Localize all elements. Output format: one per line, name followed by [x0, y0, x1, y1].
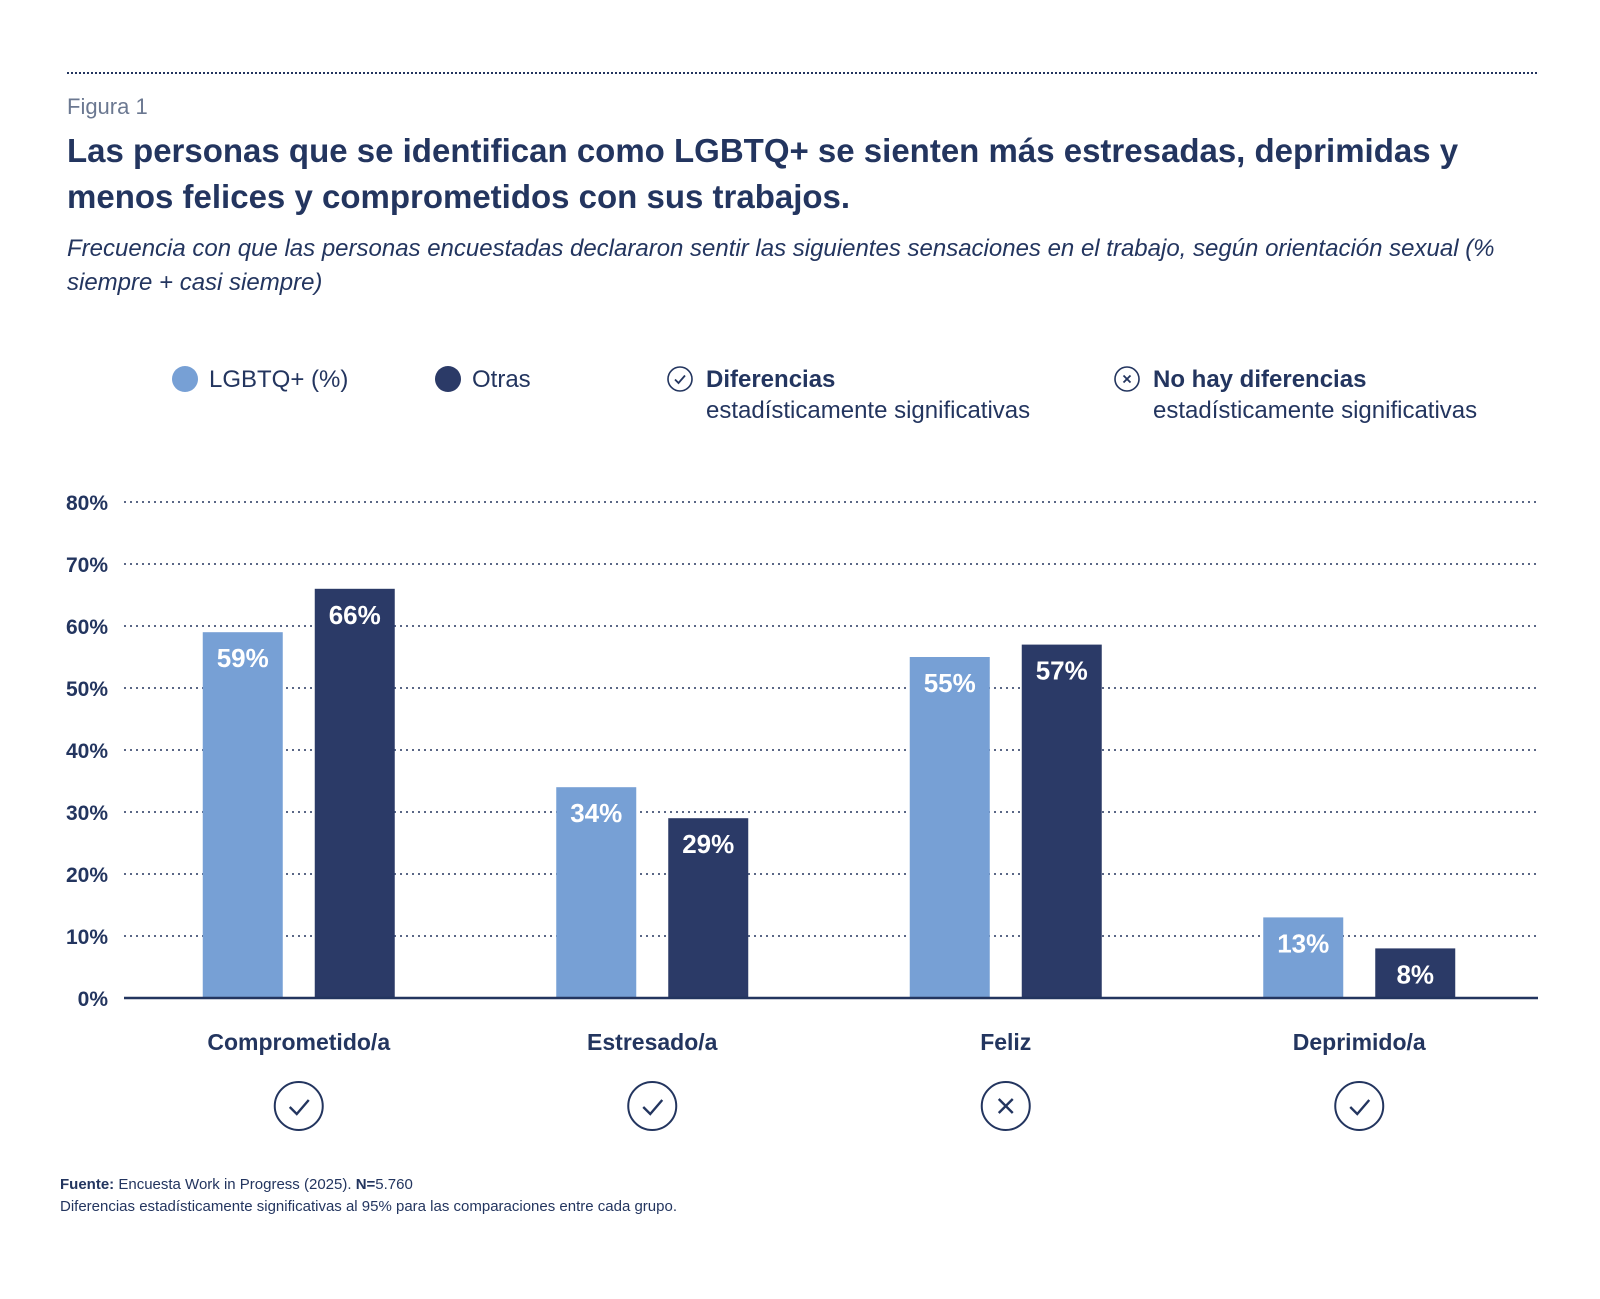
y-tick-label: 10% — [66, 926, 108, 949]
legend-significant-subtitle: estadísticamente significativas — [706, 397, 1031, 424]
legend-swatch-otras — [435, 366, 461, 392]
legend-swatch-lgbtq — [172, 366, 198, 392]
category-label: Feliz — [980, 1029, 1031, 1055]
bar-value-label: 57% — [1036, 656, 1088, 686]
check-icon-circle — [273, 1081, 324, 1131]
legend-not-significant-subtitle: estadísticamente significativas — [1153, 397, 1478, 424]
legend-item-significant: Diferencias estadísticamente significati… — [667, 364, 1030, 426]
bar-lgbtq — [909, 657, 990, 998]
bar-value-label: 34% — [570, 798, 622, 828]
chart-subtitle: Frecuencia con que las personas encuesta… — [67, 235, 1495, 296]
footer-n-value: 5.760 — [375, 1176, 413, 1193]
y-tick-label: 70% — [66, 554, 108, 577]
y-tick-label: 80% — [66, 492, 108, 515]
check-icon-circle — [1334, 1081, 1385, 1131]
footer: Fuente: Encuesta Work in Progress (2025)… — [60, 1174, 677, 1218]
footer-n-label: N= — [355, 1176, 376, 1193]
x-icon-circle — [980, 1081, 1031, 1131]
y-tick-label: 50% — [66, 678, 108, 701]
footer-source-label: Fuente: — [60, 1176, 115, 1193]
bar-value-label: 66% — [329, 600, 381, 630]
legend-label-otras: Otras — [472, 366, 531, 393]
bar-value-label: 55% — [924, 668, 976, 698]
category-label: Estresado/a — [587, 1029, 718, 1055]
legend-item-otras: Otras — [435, 364, 531, 395]
legend-not-significant-title: No hay diferencias — [1153, 366, 1367, 393]
top-dotted-rule — [67, 72, 1537, 74]
x-circle-icon — [1114, 366, 1140, 392]
x-icon — [997, 1098, 1014, 1114]
footer-source-line: Fuente: Encuesta Work in Progress (2025)… — [60, 1174, 677, 1196]
bar-otras — [1021, 644, 1102, 998]
bar-otras — [314, 588, 395, 998]
footer-source-text: Encuesta Work in Progress (2025). — [118, 1176, 352, 1193]
check-icon — [642, 1099, 664, 1116]
footer-note: Diferencias estadísticamente significati… — [60, 1198, 677, 1215]
y-tick-label: 30% — [66, 802, 108, 825]
bar-value-label: 8% — [1396, 959, 1434, 989]
check-icon — [1349, 1099, 1371, 1116]
bar-lgbtq — [556, 787, 637, 998]
bar-lgbtq — [1263, 917, 1344, 998]
chart-title: Las personas que se identifican como LGB… — [67, 132, 1459, 215]
bar-chart: 0% 10% 20% 30% 40% 50% 60% 70% 80% 59% 66% Comprome… — [66, 492, 1538, 1131]
legend-item-not-significant: No hay diferencias estadísticamente sign… — [1114, 364, 1477, 426]
y-tick-label: 0% — [78, 988, 109, 1011]
bar-value-label: 29% — [682, 829, 734, 859]
legend-significant-title: Diferencias — [706, 366, 836, 393]
y-tick-label: 60% — [66, 616, 108, 639]
category-label: Comprometido/a — [207, 1029, 390, 1055]
check-icon — [288, 1099, 310, 1116]
bar-otras — [668, 818, 749, 998]
bar-value-label: 59% — [217, 643, 269, 673]
check-icon-circle — [627, 1081, 678, 1131]
y-tick-label: 20% — [66, 864, 108, 887]
category-label: Deprimido/a — [1293, 1029, 1426, 1055]
bar-otras — [1375, 948, 1456, 998]
legend-label-lgbtq: LGBTQ+ (%) — [209, 366, 349, 393]
check-circle-icon — [667, 366, 693, 392]
bar-lgbtq — [202, 632, 283, 998]
y-tick-label: 40% — [66, 740, 108, 763]
bar-value-label: 13% — [1277, 928, 1329, 958]
legend-item-lgbtq: LGBTQ+ (%) — [172, 364, 348, 395]
figure-label: Figura 1 — [67, 94, 148, 119]
